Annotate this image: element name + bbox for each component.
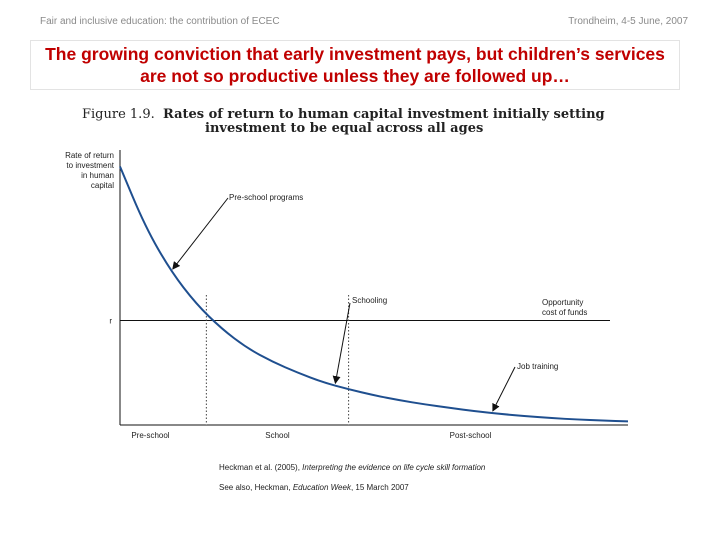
caption-line2-source: Education Week <box>292 483 351 492</box>
caption-line2-date: , 15 March 2007 <box>350 483 409 492</box>
annotation-schooling: Schooling <box>352 296 387 305</box>
slide-title-line1: The growing conviction that early invest… <box>45 44 665 64</box>
caption-line1: Heckman et al. (2005), Interpreting the … <box>219 463 485 472</box>
stage-label-pre-school: Pre-school <box>131 431 169 440</box>
caption-line2: See also, Heckman, Education Week, 15 Ma… <box>219 483 409 492</box>
ylabel-line-3: in human <box>81 171 114 180</box>
stage-label-post-school: Post-school <box>450 431 492 440</box>
ylabel-line-1: Rate of return <box>65 151 114 160</box>
return-curve <box>119 166 629 423</box>
annotation-preschool-programs: Pre-school programs <box>229 193 303 202</box>
ylabel-line-2: to investment <box>66 161 114 170</box>
annotation-cost-of-funds: cost of funds <box>542 308 587 317</box>
ylabel-line-4: capital <box>91 181 114 190</box>
stage-label-school: School <box>265 431 290 440</box>
annotation-job-training: Job training <box>517 362 558 371</box>
figure-number: Figure 1.9. <box>82 107 155 122</box>
annotation-opportunity: Opportunity <box>542 298 583 307</box>
arrow-preschool-programs <box>172 197 229 270</box>
slide-title: The growing conviction that early invest… <box>30 40 680 90</box>
header-left-text: Fair and inclusive education: the contri… <box>40 16 280 27</box>
caption-line2-citation: See also, Heckman, <box>219 483 291 492</box>
arrow-schooling <box>332 302 351 385</box>
y-reference-label: r <box>109 317 112 326</box>
caption-line1-citation: Heckman et al. (2005), <box>219 463 300 472</box>
figure-title-line1: Rates of return to human capital investm… <box>162 107 605 122</box>
figure-title: Figure 1.9. Rates of return to human cap… <box>82 108 642 136</box>
caption-line1-title: Interpreting the evidence on life cycle … <box>302 463 486 472</box>
figure-title-line2: investment to be equal across all ages <box>205 121 484 136</box>
slide-title-line2: are not so productive unless they are fo… <box>140 66 570 86</box>
arrow-job-training <box>492 366 516 412</box>
header-right-text: Trondheim, 4-5 June, 2007 <box>568 16 688 27</box>
